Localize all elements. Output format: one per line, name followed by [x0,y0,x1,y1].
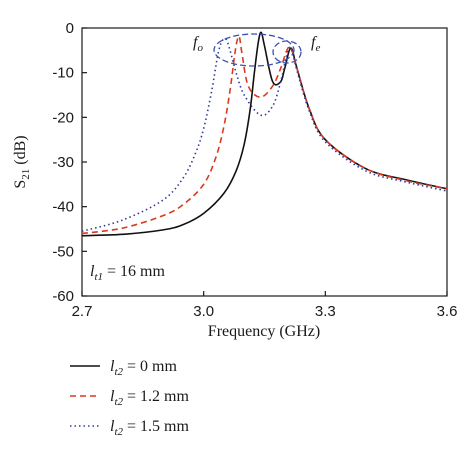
fo-marker-ellipse [213,33,295,67]
y-axis-title: S21 (dB) [12,135,32,188]
x-axis-title: Frequency (GHz) [208,323,320,340]
legend: lt2 = 0 mm lt2 = 1.2 mm lt2 = 1.5 mm [70,358,189,438]
x-tick-label: 2.7 [72,303,93,320]
fe-label: fe [311,34,320,54]
y-tick-label: -20 [52,109,74,126]
legend-label-0: lt2 = 0 mm [110,358,177,378]
fe-marker-ellipse [272,40,302,64]
plot-frame [81,27,448,297]
y-tick-label: -40 [52,199,74,216]
x-tick-label: 3.6 [437,303,458,320]
fo-label: fo [193,34,203,54]
series-line-1-2mm [81,35,448,235]
axis-ticks: 2.7 3.0 3.3 3.6 0 -10 -20 -30 -40 -50 -60 [52,20,457,320]
series-lines [81,31,448,237]
y-tick-label: -60 [52,288,74,305]
x-tick-label: 3.0 [193,303,214,320]
series-line-0mm [81,31,448,237]
legend-label-2: lt2 = 1.5 mm [110,418,189,438]
y-tick-label: -10 [52,65,74,82]
series-line-1-5mm [81,37,448,233]
y-tick-label: -50 [52,243,74,260]
y-tick-label: 0 [66,20,74,37]
lt1-annotation: lt1 = 16 mm [90,263,165,283]
y-tick-label: -30 [52,154,74,171]
x-tick-label: 3.3 [315,303,336,320]
legend-label-1: lt2 = 1.2 mm [110,388,189,408]
